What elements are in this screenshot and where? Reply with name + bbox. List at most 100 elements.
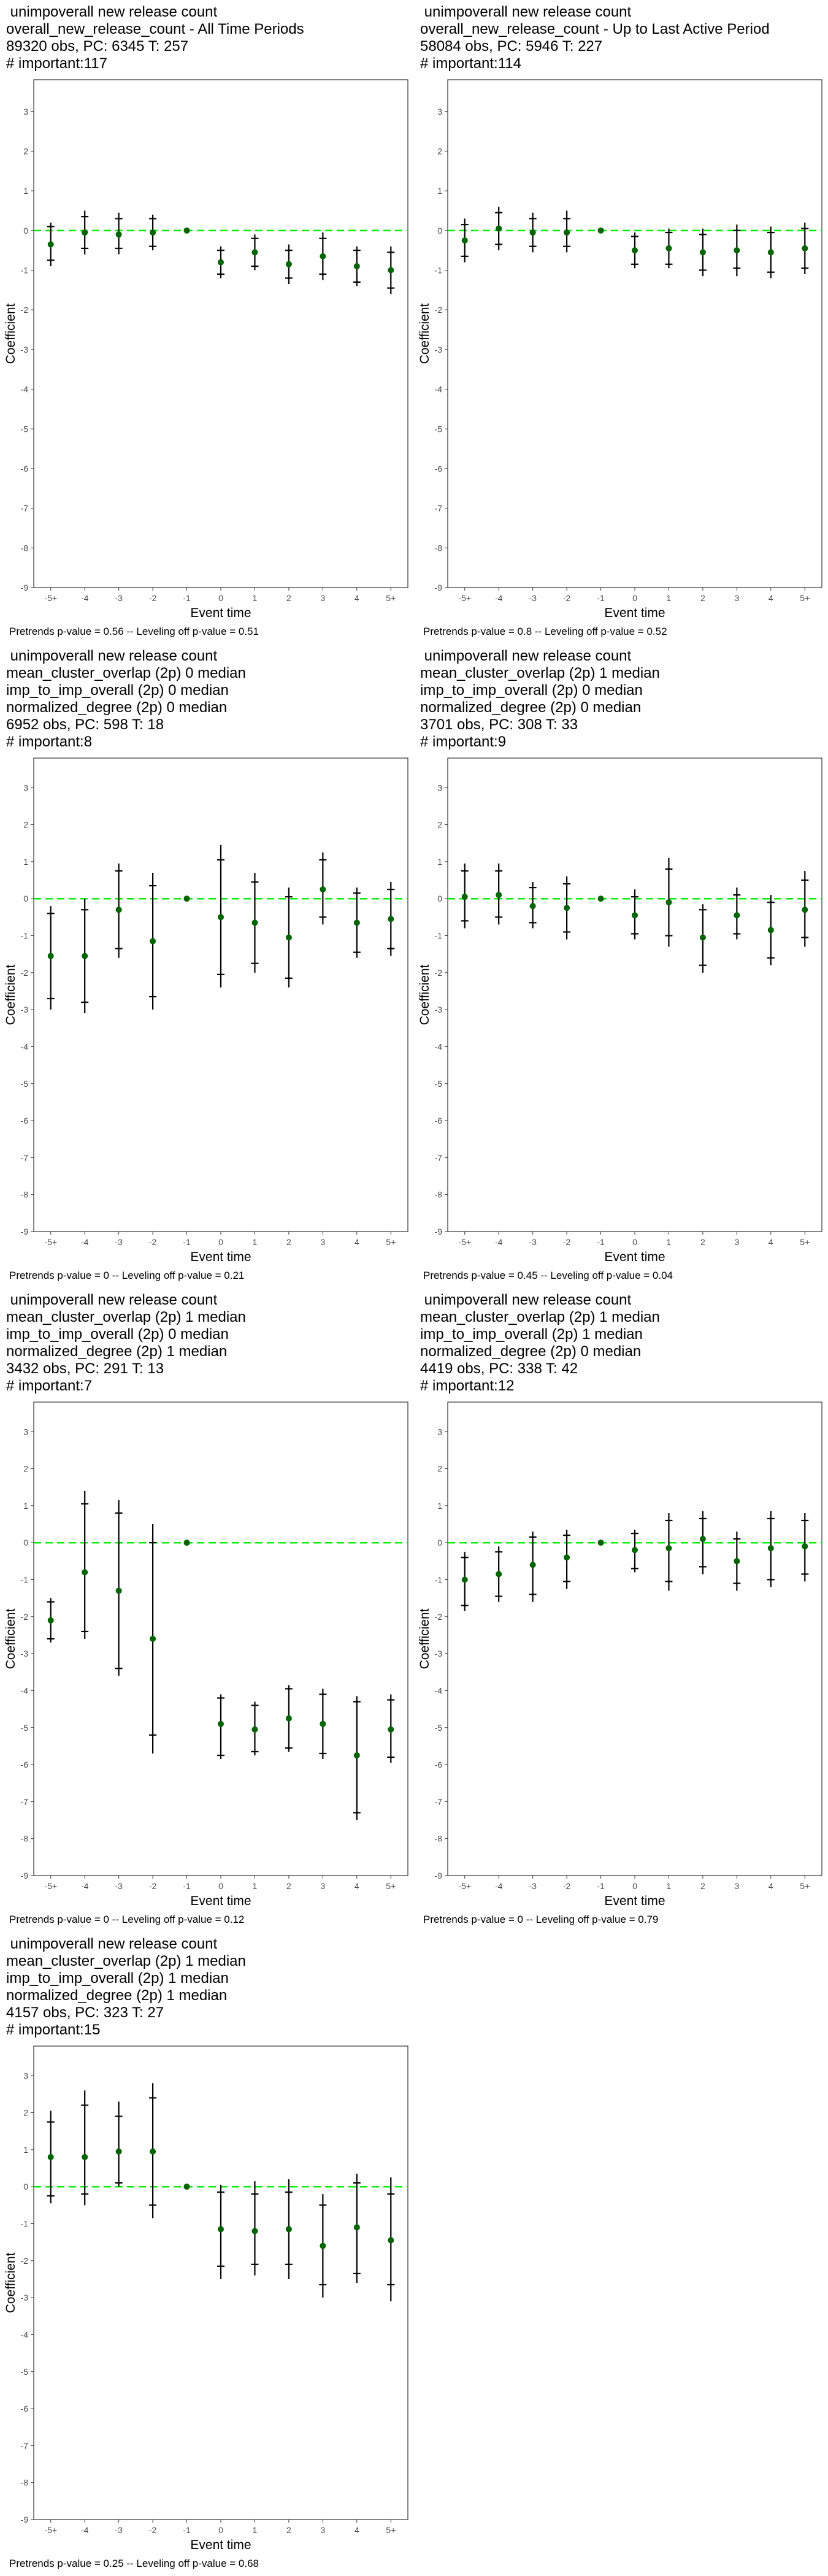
x-tick-label: -1 xyxy=(183,1237,191,1247)
x-tick-label: -5+ xyxy=(458,1881,471,1891)
y-tick-label: -6 xyxy=(21,1116,29,1125)
coefficient-point xyxy=(82,953,88,959)
x-tick-label: 0 xyxy=(218,593,223,603)
coefficient-point xyxy=(251,2228,258,2234)
y-tick-label: -3 xyxy=(435,1005,443,1014)
chart-panel-4: 3 2 1 0 -1 -2 -3 -4 -5 -6 -7 -8 -9 -5+ -4 -3 -2 -1 0 1 2 3 4 5+… xyxy=(414,644,828,1288)
chart-title-line: normalized_degree (2p) 0 median xyxy=(420,1343,642,1360)
x-tick-label: -2 xyxy=(563,1881,571,1891)
x-tick-label: 3 xyxy=(734,593,739,603)
chart-title: unimpoverall new release count overall_ne… xyxy=(420,4,770,72)
x-tick-label: -3 xyxy=(529,593,537,603)
x-tick-label: 5+ xyxy=(800,593,810,603)
coefficient-point xyxy=(388,2237,394,2244)
chart-title-line: 89320 obs, PC: 6345 T: 257 xyxy=(6,38,189,55)
chart-title: unimpoverall new release count mean_clust… xyxy=(6,1936,246,2039)
y-tick-label: -8 xyxy=(21,1834,29,1844)
y-tick-label: 1 xyxy=(437,857,442,867)
coefficient-point xyxy=(767,1545,774,1552)
chart-title: unimpoverall new release count overall_ne… xyxy=(6,4,304,72)
x-tick-label: 3 xyxy=(320,2525,325,2535)
chart-title: unimpoverall new release count mean_clust… xyxy=(420,1292,660,1395)
x-tick-label: -4 xyxy=(81,1237,89,1247)
coefficient-point xyxy=(665,245,672,251)
coefficient-point xyxy=(320,1720,326,1727)
x-tick-label: -5+ xyxy=(44,1237,57,1247)
chart-title-line: # important:114 xyxy=(420,55,521,72)
y-tick-label: 2 xyxy=(437,820,442,830)
x-tick-label: -5+ xyxy=(458,1237,471,1247)
chart-title-line: mean_cluster_overlap (2p) 1 median xyxy=(420,665,660,681)
x-tick-label: 3 xyxy=(320,593,325,603)
x-axis-label: Event time xyxy=(190,2538,251,2552)
coefficient-point xyxy=(320,2242,326,2249)
event-study-plot: 3 2 1 0 -1 -2 -3 -4 -5 -6 -7 -8 -9 -5+ -4 -3 -2 -1 0 1 2 3 4 5+… xyxy=(4,1401,408,1908)
x-tick-label: 3 xyxy=(320,1237,325,1247)
x-tick-label: 2 xyxy=(286,2525,291,2535)
chart-title: unimpoverall new release count mean_clust… xyxy=(6,648,246,751)
x-axis-label: Event time xyxy=(190,606,251,620)
y-tick-label: -7 xyxy=(21,2440,29,2450)
chart-title-line: mean_cluster_overlap (2p) 1 median xyxy=(420,1309,660,1325)
event-study-plot: 3 2 1 0 -1 -2 -3 -4 -5 -6 -7 -8 -9 -5+ -4 -3 -2 -1 0 1 2 3 4 5+… xyxy=(418,757,822,1264)
y-tick-label: -4 xyxy=(435,1041,443,1051)
coefficient-point xyxy=(461,1576,468,1583)
chart-title-line: normalized_degree (2p) 1 median xyxy=(6,1343,228,1360)
coefficient-point xyxy=(665,899,672,906)
coefficient-point xyxy=(529,229,536,236)
x-tick-label: -1 xyxy=(597,1881,605,1891)
coefficient-point xyxy=(218,259,224,266)
y-axis-label: Coefficient xyxy=(418,1608,432,1669)
chart-panel-1: 3 2 1 0 -1 -2 -3 -4 -5 -6 -7 -8 -9 -5+ -4 -3 -2 -1 0 1 2 3 4 5+… xyxy=(0,0,414,644)
coefficient-point xyxy=(115,2148,122,2155)
y-tick-label: -5 xyxy=(21,424,29,434)
chart-title-line: unimpoverall new release count xyxy=(420,648,632,664)
y-tick-label: -3 xyxy=(21,2293,29,2302)
x-tick-label: -2 xyxy=(149,1881,157,1891)
y-tick-label: -3 xyxy=(435,345,443,355)
chart-title-line: normalized_degree (2p) 0 median xyxy=(6,699,228,716)
coefficient-point xyxy=(183,895,190,902)
y-tick-label: -9 xyxy=(21,1871,29,1880)
coefficient-point xyxy=(597,895,604,902)
x-tick-label: -3 xyxy=(115,2525,123,2535)
coefficient-point xyxy=(218,1720,224,1727)
y-axis-label: Coefficient xyxy=(4,2252,18,2313)
coefficient-point xyxy=(496,1571,502,1577)
x-axis-label: Event time xyxy=(604,1250,665,1264)
y-tick-label: -7 xyxy=(435,504,443,513)
y-tick-label: 1 xyxy=(437,186,442,196)
x-tick-label: -3 xyxy=(529,1237,537,1247)
x-tick-label: 1 xyxy=(253,1881,258,1891)
chart-panel-7: 3 2 1 0 -1 -2 -3 -4 -5 -6 -7 -8 -9 -5+ -4 -3 -2 -1 0 1 2 3 4 5+… xyxy=(0,1932,414,2576)
chart-title-line: normalized_degree (2p) 1 median xyxy=(6,1987,228,2004)
x-tick-label: -4 xyxy=(495,1237,503,1247)
y-tick-label: -1 xyxy=(21,931,29,941)
coefficient-point xyxy=(115,1587,122,1594)
x-tick-label: 0 xyxy=(632,1881,637,1891)
x-tick-label: 5+ xyxy=(386,1237,396,1247)
chart-title: unimpoverall new release count mean_clust… xyxy=(6,1292,246,1395)
x-tick-label: 0 xyxy=(218,1881,223,1891)
coefficient-point xyxy=(150,938,156,945)
coefficient-point xyxy=(47,2153,54,2160)
chart-panel-3: 3 2 1 0 -1 -2 -3 -4 -5 -6 -7 -8 -9 -5+ -4 -3 -2 -1 0 1 2 3 4 5+… xyxy=(0,644,414,1288)
x-tick-label: 0 xyxy=(632,593,637,603)
x-tick-label: 3 xyxy=(320,1881,325,1891)
chart-title-line: unimpoverall new release count xyxy=(6,4,218,20)
coefficient-point xyxy=(461,894,468,900)
chart-title-line: normalized_degree (2p) 0 median xyxy=(420,699,642,716)
y-tick-label: 3 xyxy=(437,107,442,117)
y-tick-label: 0 xyxy=(437,1538,442,1547)
plot-frame xyxy=(33,757,408,1232)
coefficient-point xyxy=(767,927,774,933)
coefficient-point xyxy=(285,1715,292,1722)
x-tick-label: 0 xyxy=(218,1237,223,1247)
coefficient-point xyxy=(802,1543,808,1550)
y-tick-label: -1 xyxy=(21,266,29,275)
x-tick-label: -3 xyxy=(115,1237,123,1247)
y-tick-label: -8 xyxy=(21,543,29,553)
pvalue-footnote: Pretrends p-value = 0.56 -- Leveling off… xyxy=(9,626,259,637)
coefficient-point xyxy=(564,1554,570,1561)
x-tick-label: 1 xyxy=(253,593,258,603)
